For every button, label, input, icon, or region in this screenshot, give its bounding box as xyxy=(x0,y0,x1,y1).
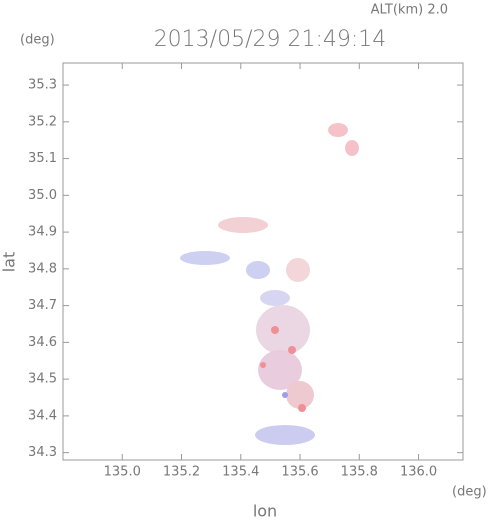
echo xyxy=(286,381,314,409)
x-unit: (deg) xyxy=(452,485,487,500)
x-tick-label: 135.6 xyxy=(281,465,318,480)
echo xyxy=(282,392,288,398)
y-tick-label: 35.1 xyxy=(28,151,57,166)
echo xyxy=(180,251,230,265)
y-tick-label: 35.3 xyxy=(28,78,57,93)
x-axis-label: lon xyxy=(253,502,277,521)
y-tick-label: 34.5 xyxy=(28,372,57,387)
chart-title: 2013/05/29 21:49:14 xyxy=(154,27,387,52)
echoes xyxy=(180,123,359,445)
x-tick-label: 135.2 xyxy=(163,465,200,480)
echo xyxy=(255,425,315,445)
echo xyxy=(271,326,279,334)
y-axis-label: lat xyxy=(0,252,19,273)
echo xyxy=(345,140,359,156)
echo xyxy=(298,404,306,412)
x-tick-label: 135.4 xyxy=(222,465,259,480)
y-tick-label: 34.3 xyxy=(28,445,57,460)
x-tick-label: 136.0 xyxy=(400,465,437,480)
y-tick-label: 35.0 xyxy=(28,188,57,203)
y-tick-label: 35.2 xyxy=(28,114,57,129)
x-tick-label: 135.8 xyxy=(341,465,378,480)
echo xyxy=(260,290,290,306)
y-tick-label: 34.4 xyxy=(28,408,57,423)
echo xyxy=(246,261,270,279)
plot-frame xyxy=(62,62,464,461)
echo xyxy=(218,217,268,233)
altitude-label: ALT(km) 2.0 xyxy=(371,3,448,18)
y-tick-label: 34.9 xyxy=(28,225,57,240)
y-tick-label: 34.6 xyxy=(28,335,57,350)
echo xyxy=(256,305,310,355)
echo xyxy=(286,258,310,282)
echo xyxy=(260,362,266,368)
y-tick-label: 34.8 xyxy=(28,261,57,276)
x-tick-label: 135.0 xyxy=(104,465,141,480)
y-tick-label: 34.7 xyxy=(28,298,57,313)
echo xyxy=(258,350,302,390)
y-unit: (deg) xyxy=(20,33,55,48)
echo xyxy=(288,346,296,354)
echo xyxy=(328,123,348,137)
